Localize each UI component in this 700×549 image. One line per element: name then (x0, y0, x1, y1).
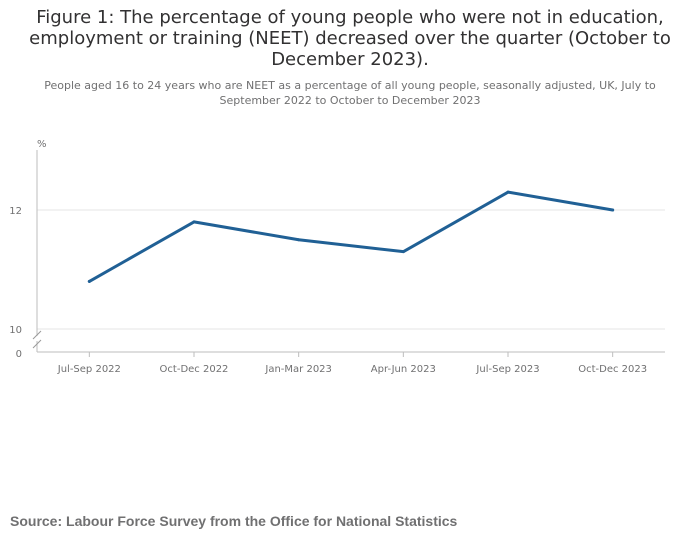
chart-subtitle: People aged 16 to 24 years who are NEET … (44, 79, 656, 107)
data-point (87, 279, 91, 283)
data-point (401, 250, 405, 254)
y-axis-unit: % (37, 139, 47, 150)
axis-break-icon (32, 330, 42, 349)
data-point (611, 208, 615, 212)
y-tick-labels: 10 12 (9, 206, 22, 336)
data-point (297, 238, 301, 242)
x-tick-label: Oct-Dec 2023 (578, 364, 647, 375)
data-point (192, 220, 196, 224)
x-tick-label: Jul-Sep 2023 (475, 364, 539, 375)
gridlines (37, 209, 665, 330)
series-lines (87, 190, 615, 283)
y-tick-label: 10 (9, 325, 22, 336)
x-tick-label: Oct-Dec 2022 (160, 364, 229, 375)
x-tick-label: Jan-Mar 2023 (264, 364, 332, 375)
source-note: Source: Labour Force Survey from the Off… (10, 513, 458, 529)
x-tick-label: Jul-Sep 2022 (57, 364, 121, 375)
y-tick-label-baseline: 0 (16, 349, 22, 360)
data-point (506, 190, 510, 194)
series-line (87, 190, 615, 283)
x-tick-label: Apr-Jun 2023 (371, 364, 436, 375)
x-tick-labels: Jul-Sep 2022 Oct-Dec 2022 Jan-Mar 2023 Apr-… (57, 352, 647, 375)
chart-title: Figure 1: The percentage of young people… (29, 7, 671, 70)
y-tick-label: 12 (9, 206, 22, 217)
